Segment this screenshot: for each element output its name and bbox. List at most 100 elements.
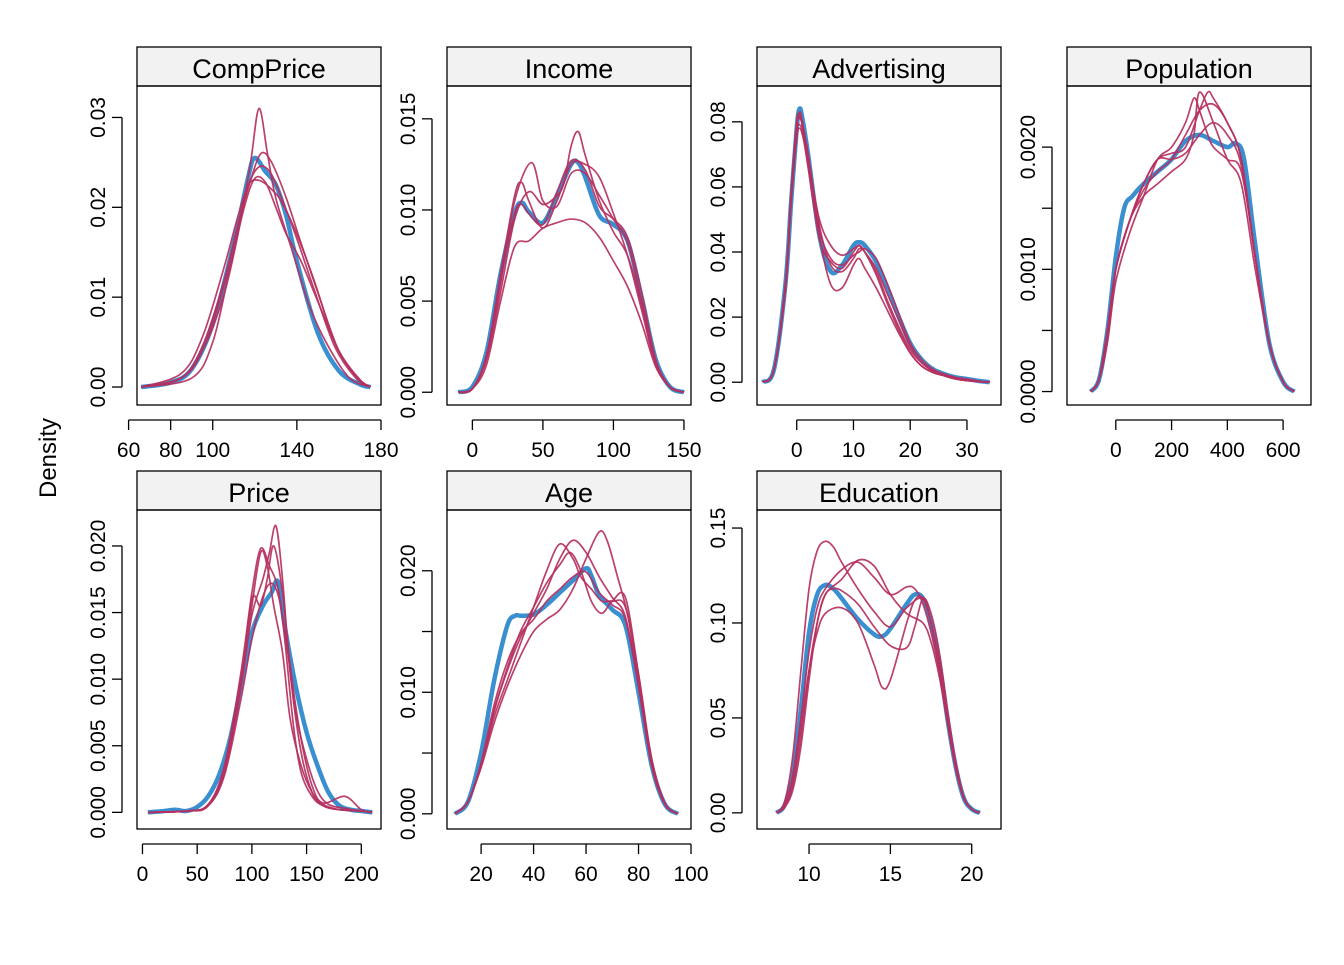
- panel-frame: [136, 85, 382, 406]
- x-tick-label: 100: [596, 439, 631, 462]
- x-tick-label: 200: [1154, 439, 1189, 462]
- x-tick-label: 50: [185, 863, 208, 886]
- y-tick-label: 0.015: [87, 586, 110, 639]
- panel-strip: [756, 46, 1002, 87]
- panel-frame: [446, 509, 692, 830]
- x-tick-label: 40: [522, 863, 545, 886]
- y-tick-label: 0.000: [87, 786, 110, 839]
- x-tick-label: 60: [117, 439, 140, 462]
- y-tick-label: 0.010: [397, 184, 420, 237]
- observed-density-line: [140, 155, 372, 390]
- imputed-density-line-5: [454, 539, 679, 815]
- imputed-density-line-5: [762, 122, 990, 384]
- y-tick-label: 0.015: [397, 93, 420, 146]
- imputed-density-line-5: [776, 587, 981, 814]
- x-tick-label: 150: [289, 863, 324, 886]
- y-tick-label: 0.00: [707, 362, 730, 403]
- y-tick-label: 0.000: [397, 366, 420, 419]
- y-tick-label: 0.02: [87, 187, 110, 228]
- y-tick-label: 0.05: [707, 697, 730, 738]
- y-tick-label: 0.10: [707, 603, 730, 644]
- panel-title: Income: [525, 54, 614, 84]
- imputed-density-line-2: [458, 161, 685, 394]
- y-tick-label: 0.02: [707, 297, 730, 338]
- y-axis: 0.00 0.02 0.04 0.06 0.08: [707, 101, 743, 403]
- x-tick-label: 180: [363, 439, 398, 462]
- density-curves: [457, 130, 685, 395]
- panel-age: Age 20 40 60 80 100 0.000 0.010 0.020: [397, 470, 709, 886]
- observed-density-line: [453, 565, 680, 816]
- imputed-density-line-3: [141, 151, 371, 388]
- density-curves: [453, 530, 680, 816]
- x-tick-label: 200: [344, 863, 379, 886]
- y-axis: 0.00 0.01 0.02 0.03: [87, 97, 123, 407]
- x-tick-label: 10: [842, 439, 865, 462]
- y-tick-label: 0.020: [397, 544, 420, 597]
- imputed-density-line-3: [454, 551, 679, 815]
- y-axis: 0.000 0.005 0.010 0.015: [397, 93, 433, 419]
- panel-strip: [756, 470, 1002, 511]
- imputed-density-line-4: [141, 165, 371, 388]
- x-tick-label: 80: [627, 863, 650, 886]
- y-tick-label: 0.005: [87, 719, 110, 772]
- y-tick-label: 0.0020: [1017, 115, 1040, 179]
- imputed-density-line-5: [141, 175, 371, 388]
- y-tick-label: 0.020: [87, 520, 110, 573]
- observed-density-line: [457, 158, 685, 395]
- panel-frame: [446, 85, 692, 406]
- x-tick-label: 600: [1266, 439, 1301, 462]
- x-axis: 60 80 100 140 180: [117, 419, 399, 462]
- density-curves: [760, 106, 990, 385]
- x-tick-label: 20: [469, 863, 492, 886]
- panel-frame: [756, 509, 1002, 830]
- observed-density-line: [1088, 132, 1296, 394]
- x-tick-label: 80: [159, 439, 182, 462]
- imputed-density-line-4: [458, 218, 685, 394]
- panel-strip: [136, 46, 382, 87]
- x-tick-label: 50: [531, 439, 554, 462]
- panel-strip: [446, 46, 692, 87]
- x-tick-label: 20: [960, 863, 983, 886]
- y-tick-label: 0.03: [87, 97, 110, 138]
- x-tick-label: 0: [467, 439, 479, 462]
- panel-title: Advertising: [812, 54, 946, 84]
- x-tick-label: 100: [234, 863, 269, 886]
- imputed-density-line-5: [147, 582, 373, 814]
- y-tick-label: 0.01: [87, 277, 110, 318]
- y-axis: 0.0000 0.0010 0.0020: [1017, 115, 1053, 424]
- imputed-density-line-3: [458, 160, 685, 394]
- y-tick-label: 0.000: [397, 788, 420, 841]
- density-curves: [1088, 90, 1296, 394]
- imputed-density-line-5: [458, 158, 685, 394]
- panel-frame: [136, 509, 382, 830]
- density-curves: [140, 107, 372, 390]
- panel-title: CompPrice: [192, 54, 326, 84]
- y-tick-label: 0.04: [707, 231, 730, 272]
- y-tick-label: 0.0010: [1017, 237, 1040, 301]
- y-axis: 0.000 0.005 0.010 0.015 0.020: [87, 520, 123, 839]
- y-tick-label: 0.00: [707, 792, 730, 833]
- x-tick-label: 60: [574, 863, 597, 886]
- x-tick-label: 20: [899, 439, 922, 462]
- x-tick-label: 140: [279, 439, 314, 462]
- x-tick-label: 15: [879, 863, 902, 886]
- y-axis-label: Density: [35, 418, 62, 498]
- y-tick-label: 0.08: [707, 101, 730, 142]
- y-tick-label: 0.06: [707, 166, 730, 207]
- imputed-density-line-2: [454, 530, 679, 815]
- panel-education: Education 10 15 20 0.00 0.05 0.10 0.15: [707, 470, 1002, 886]
- x-axis: 0 200 400 600: [1110, 419, 1301, 462]
- imputed-density-line-2: [147, 524, 373, 814]
- panel-compprice: CompPrice 60 80 100 140 180 0.00 0.01 0.02 0.03: [87, 46, 399, 462]
- imputed-density-line-4: [454, 570, 679, 815]
- x-axis: 10 15 20: [797, 843, 983, 886]
- x-axis: 0 50 100 150: [467, 419, 701, 462]
- x-tick-label: 150: [666, 439, 701, 462]
- imputed-density-line-2: [140, 179, 371, 388]
- x-tick-label: 100: [673, 863, 708, 886]
- imputed-density-line-3: [775, 595, 981, 814]
- observed-density-line: [760, 106, 990, 385]
